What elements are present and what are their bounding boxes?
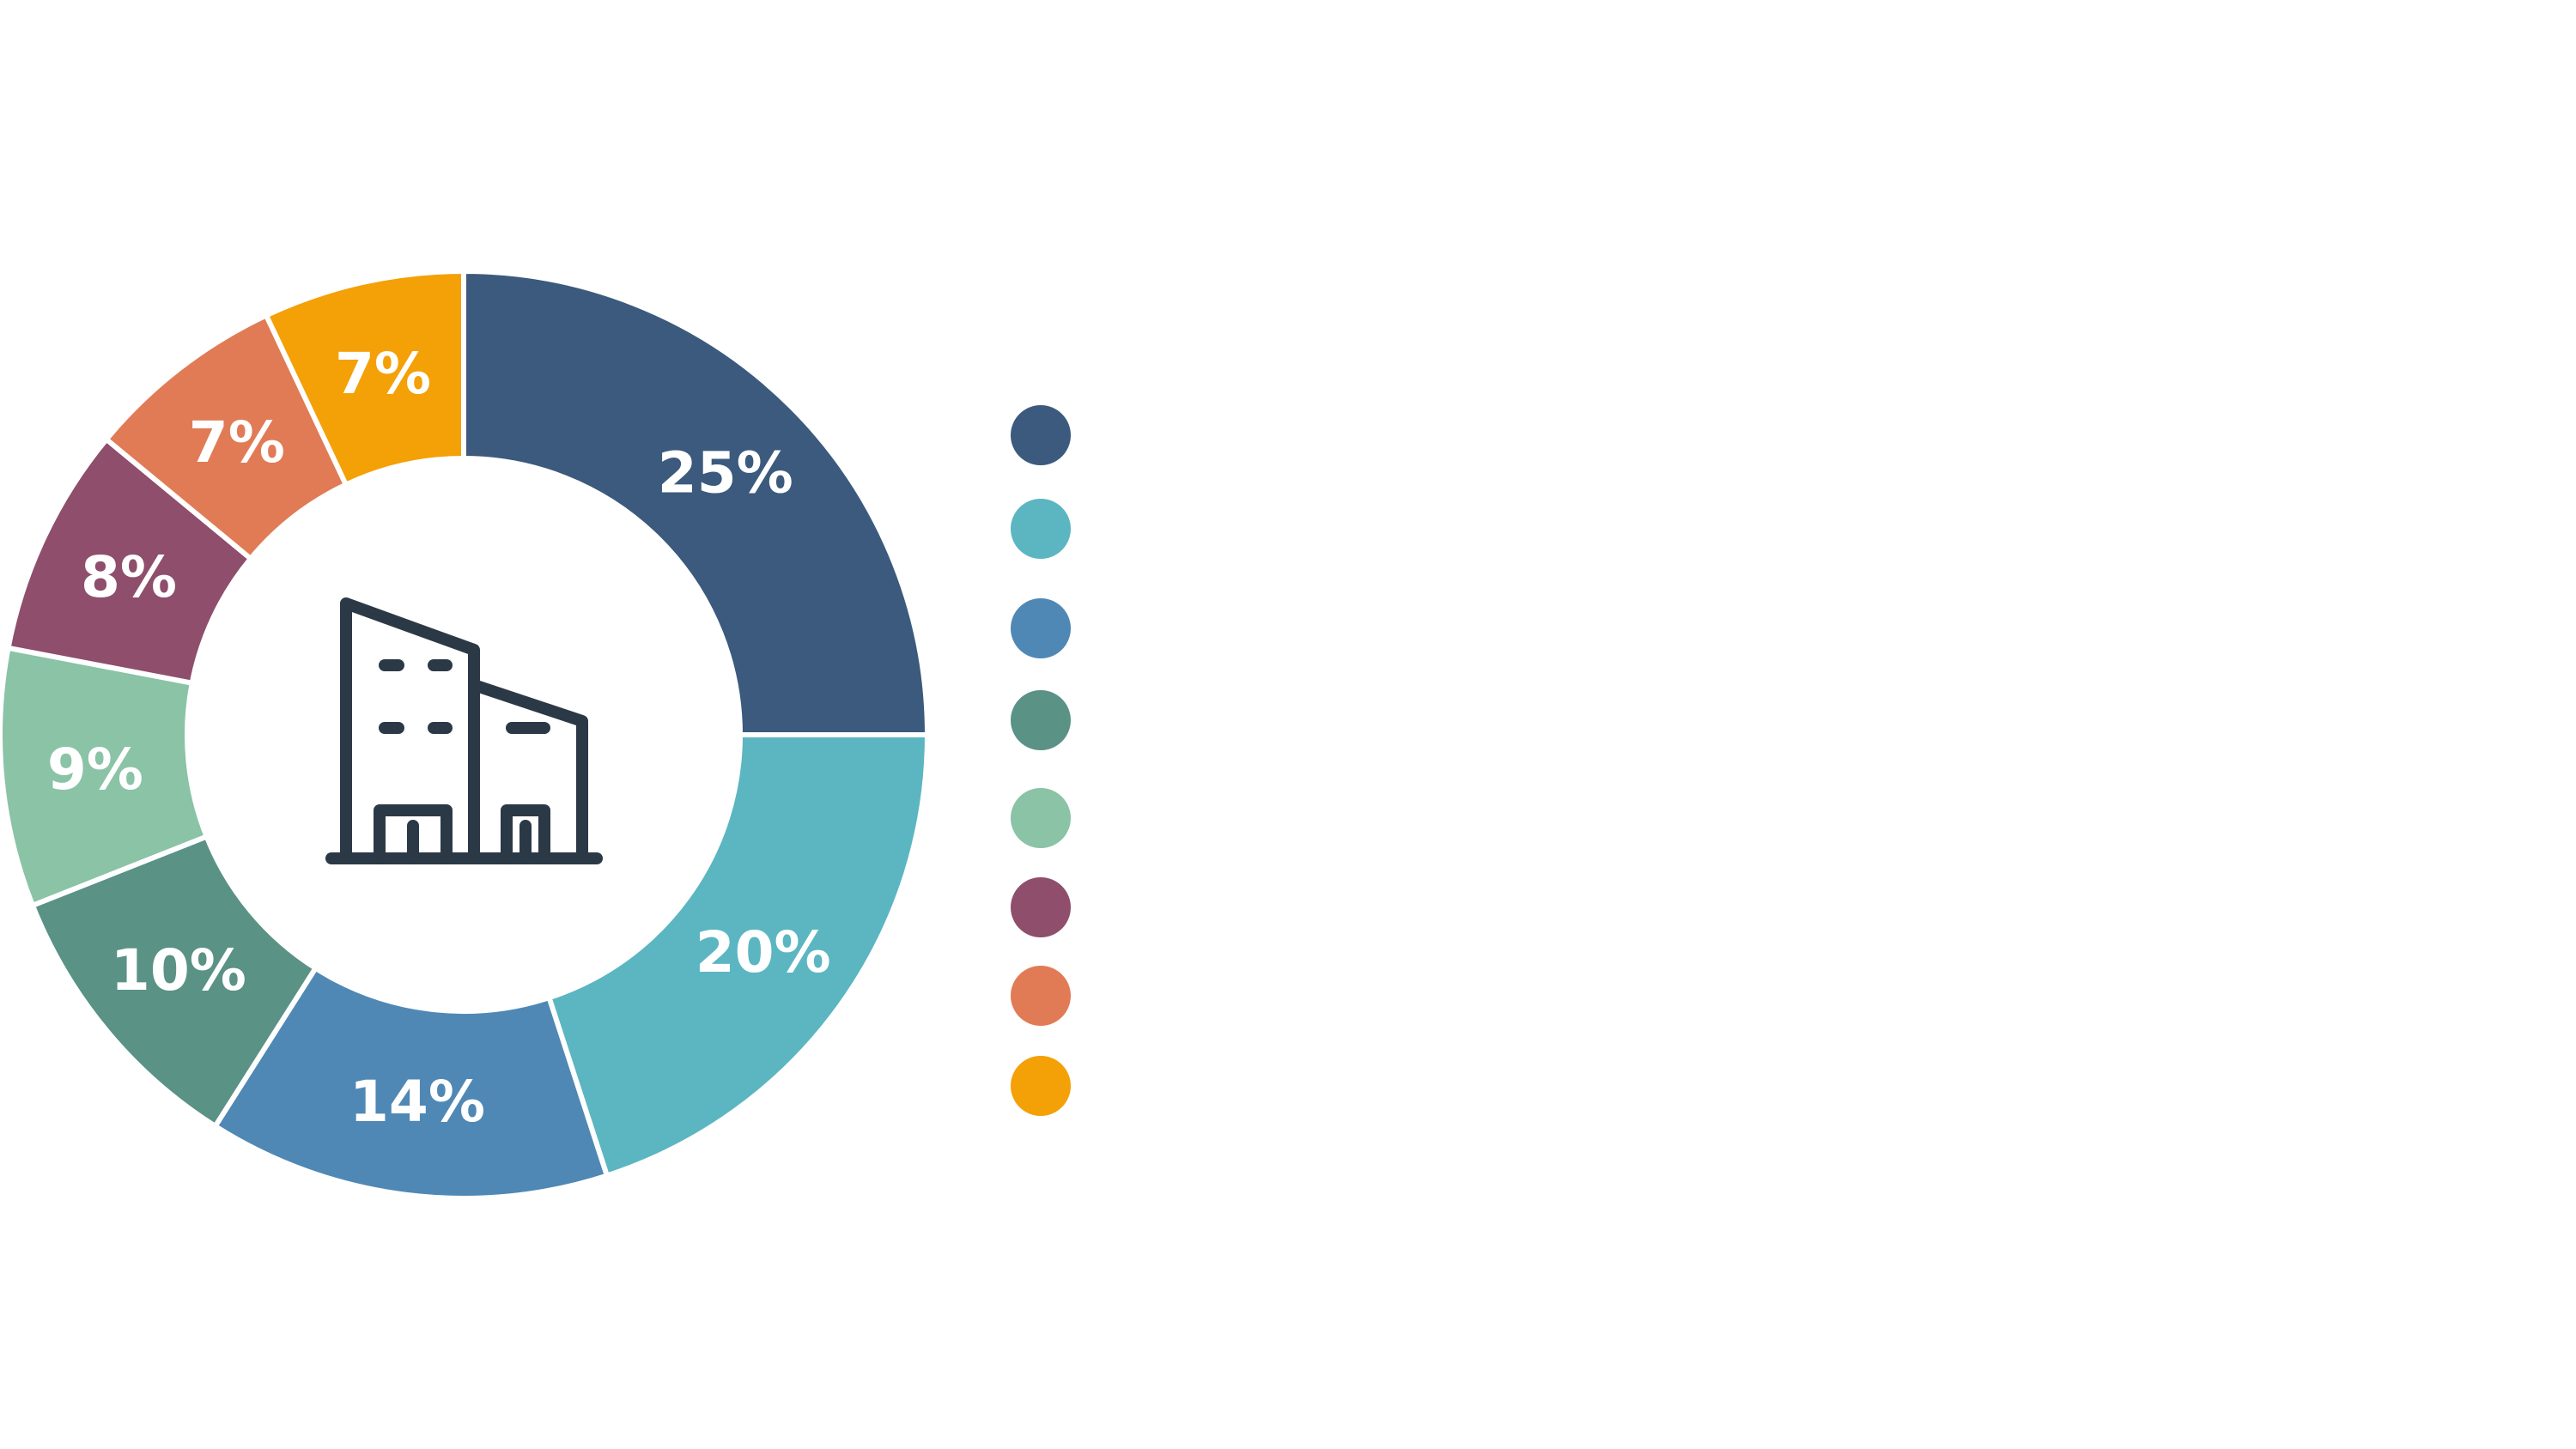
legend-marker (1011, 877, 1071, 937)
slice-labels: 25% 20% 14% 10% 9% 8% 7% 7% (47, 341, 831, 1135)
legend-marker (1011, 788, 1071, 848)
legend-marker (1011, 690, 1071, 750)
legend-marker (1011, 499, 1071, 559)
slice-value-label: 20% (696, 919, 831, 985)
donut-slice (545, 732, 931, 1179)
donut-slice (461, 268, 931, 737)
slice-value-label: 10% (111, 937, 246, 1003)
slice-value-label: 9% (47, 737, 143, 803)
slice-value-label: 7% (335, 341, 431, 407)
legend-marker (1011, 598, 1071, 658)
legend-marker (1011, 405, 1071, 465)
slice-value-label: 14% (349, 1069, 485, 1135)
donut-slices (0, 268, 931, 1201)
slice-value-label: 7% (189, 409, 285, 476)
office-building-icon (325, 597, 603, 864)
donut-slice (211, 964, 611, 1201)
donut-slice (263, 268, 466, 488)
slice-value-label: 25% (658, 440, 793, 506)
legend-marker (1011, 1056, 1071, 1116)
slice-value-label: 8% (81, 544, 177, 610)
legend-marker (1011, 966, 1071, 1026)
legend (1011, 405, 1071, 1116)
